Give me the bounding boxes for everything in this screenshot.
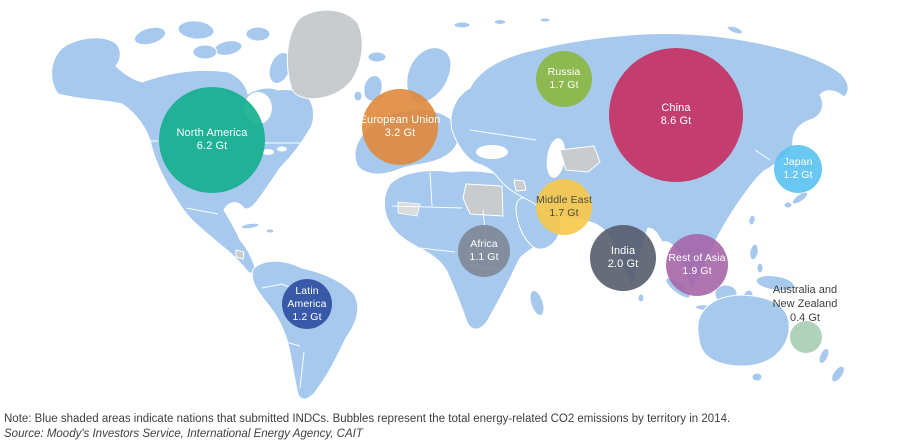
bubble-label-north-america: North America 6.2 Gt xyxy=(176,127,248,152)
bubble-label-european-union: European Union 3.2 Gt xyxy=(359,114,441,139)
landmass-greenland xyxy=(286,9,363,100)
cuba xyxy=(240,222,260,230)
great-lakes xyxy=(262,149,274,155)
western-sahara-gray xyxy=(397,201,421,217)
bubble-china: China 8.6 Gt xyxy=(609,48,743,182)
source-text: Source: Moody's Investors Service, Inter… xyxy=(4,428,363,440)
taiwan xyxy=(748,214,756,226)
new-zealand-south xyxy=(831,365,845,383)
bubble-label-latin-america: Latin America 1.2 Gt xyxy=(287,284,327,323)
footer: Note: Blue shaded areas indicate nations… xyxy=(4,412,730,442)
svalbard xyxy=(453,21,471,29)
bubble-australia-new-zealand xyxy=(790,321,822,353)
bubble-rest-of-asia: Rest of Asia 1.9 Gt xyxy=(666,234,728,296)
black-sea xyxy=(476,145,508,159)
iceland xyxy=(367,51,387,63)
arctic-island xyxy=(245,26,271,42)
new-guinea xyxy=(755,275,795,291)
bubble-label-russia: Russia 1.7 Gt xyxy=(547,66,581,91)
tasmania xyxy=(751,372,763,382)
landmass-australia xyxy=(697,294,790,367)
bubble-india: India 2.0 Gt xyxy=(590,225,656,291)
bubble-russia: Russia 1.7 Gt xyxy=(536,51,592,107)
bubble-japan: Japan 1.2 Gt xyxy=(774,145,822,193)
severnaya-zemlya xyxy=(726,25,744,35)
syria-gray xyxy=(513,179,527,192)
bubble-label-india: India 2.0 Gt xyxy=(607,245,639,270)
japan-honshu xyxy=(791,191,809,205)
central-asia-gray xyxy=(559,145,601,173)
sri-lanka xyxy=(637,293,645,303)
ireland xyxy=(353,90,363,102)
bubble-label-china: China 8.6 Gt xyxy=(660,102,692,127)
bubble-latin-america: Latin America 1.2 Gt xyxy=(282,279,332,329)
arctic-island-ru xyxy=(539,17,551,23)
arctic-island xyxy=(133,26,167,46)
bubble-africa: Africa 1.1 Gt xyxy=(458,225,510,277)
bubble-label-rest-of-asia: Rest of Asia 1.9 Gt xyxy=(668,252,726,277)
bubble-label-australia-new-zealand: Australia and New Zealand 0.4 Gt xyxy=(772,284,838,324)
hispaniola xyxy=(265,228,275,234)
landmass-south-america xyxy=(251,260,359,400)
arctic-island-ru xyxy=(493,19,507,25)
bubble-middle-east: Middle East 1.7 Gt xyxy=(536,179,592,235)
arctic-island xyxy=(177,20,215,40)
bubble-label-africa: Africa 1.1 Gt xyxy=(469,238,499,263)
bubble-label-japan: Japan 1.2 Gt xyxy=(783,156,813,181)
libya-gray xyxy=(462,183,504,217)
philippines xyxy=(749,243,759,261)
bubble-label-middle-east: Middle East 1.7 Gt xyxy=(536,194,592,219)
arctic-island xyxy=(213,40,243,56)
philippines-2 xyxy=(756,262,764,274)
bubble-north-america: North America 6.2 Gt xyxy=(159,87,265,193)
caspian-sea xyxy=(546,138,566,178)
bubble-european-union: European Union 3.2 Gt xyxy=(359,89,441,165)
great-lakes-2 xyxy=(277,146,287,152)
new-zealand-north xyxy=(818,348,830,364)
note-text: Note: Blue shaded areas indicate nations… xyxy=(4,413,731,425)
nicaragua-gray xyxy=(235,249,245,260)
japan-kyushu xyxy=(783,201,793,209)
madagascar xyxy=(529,289,545,317)
victoria-island xyxy=(192,44,218,60)
